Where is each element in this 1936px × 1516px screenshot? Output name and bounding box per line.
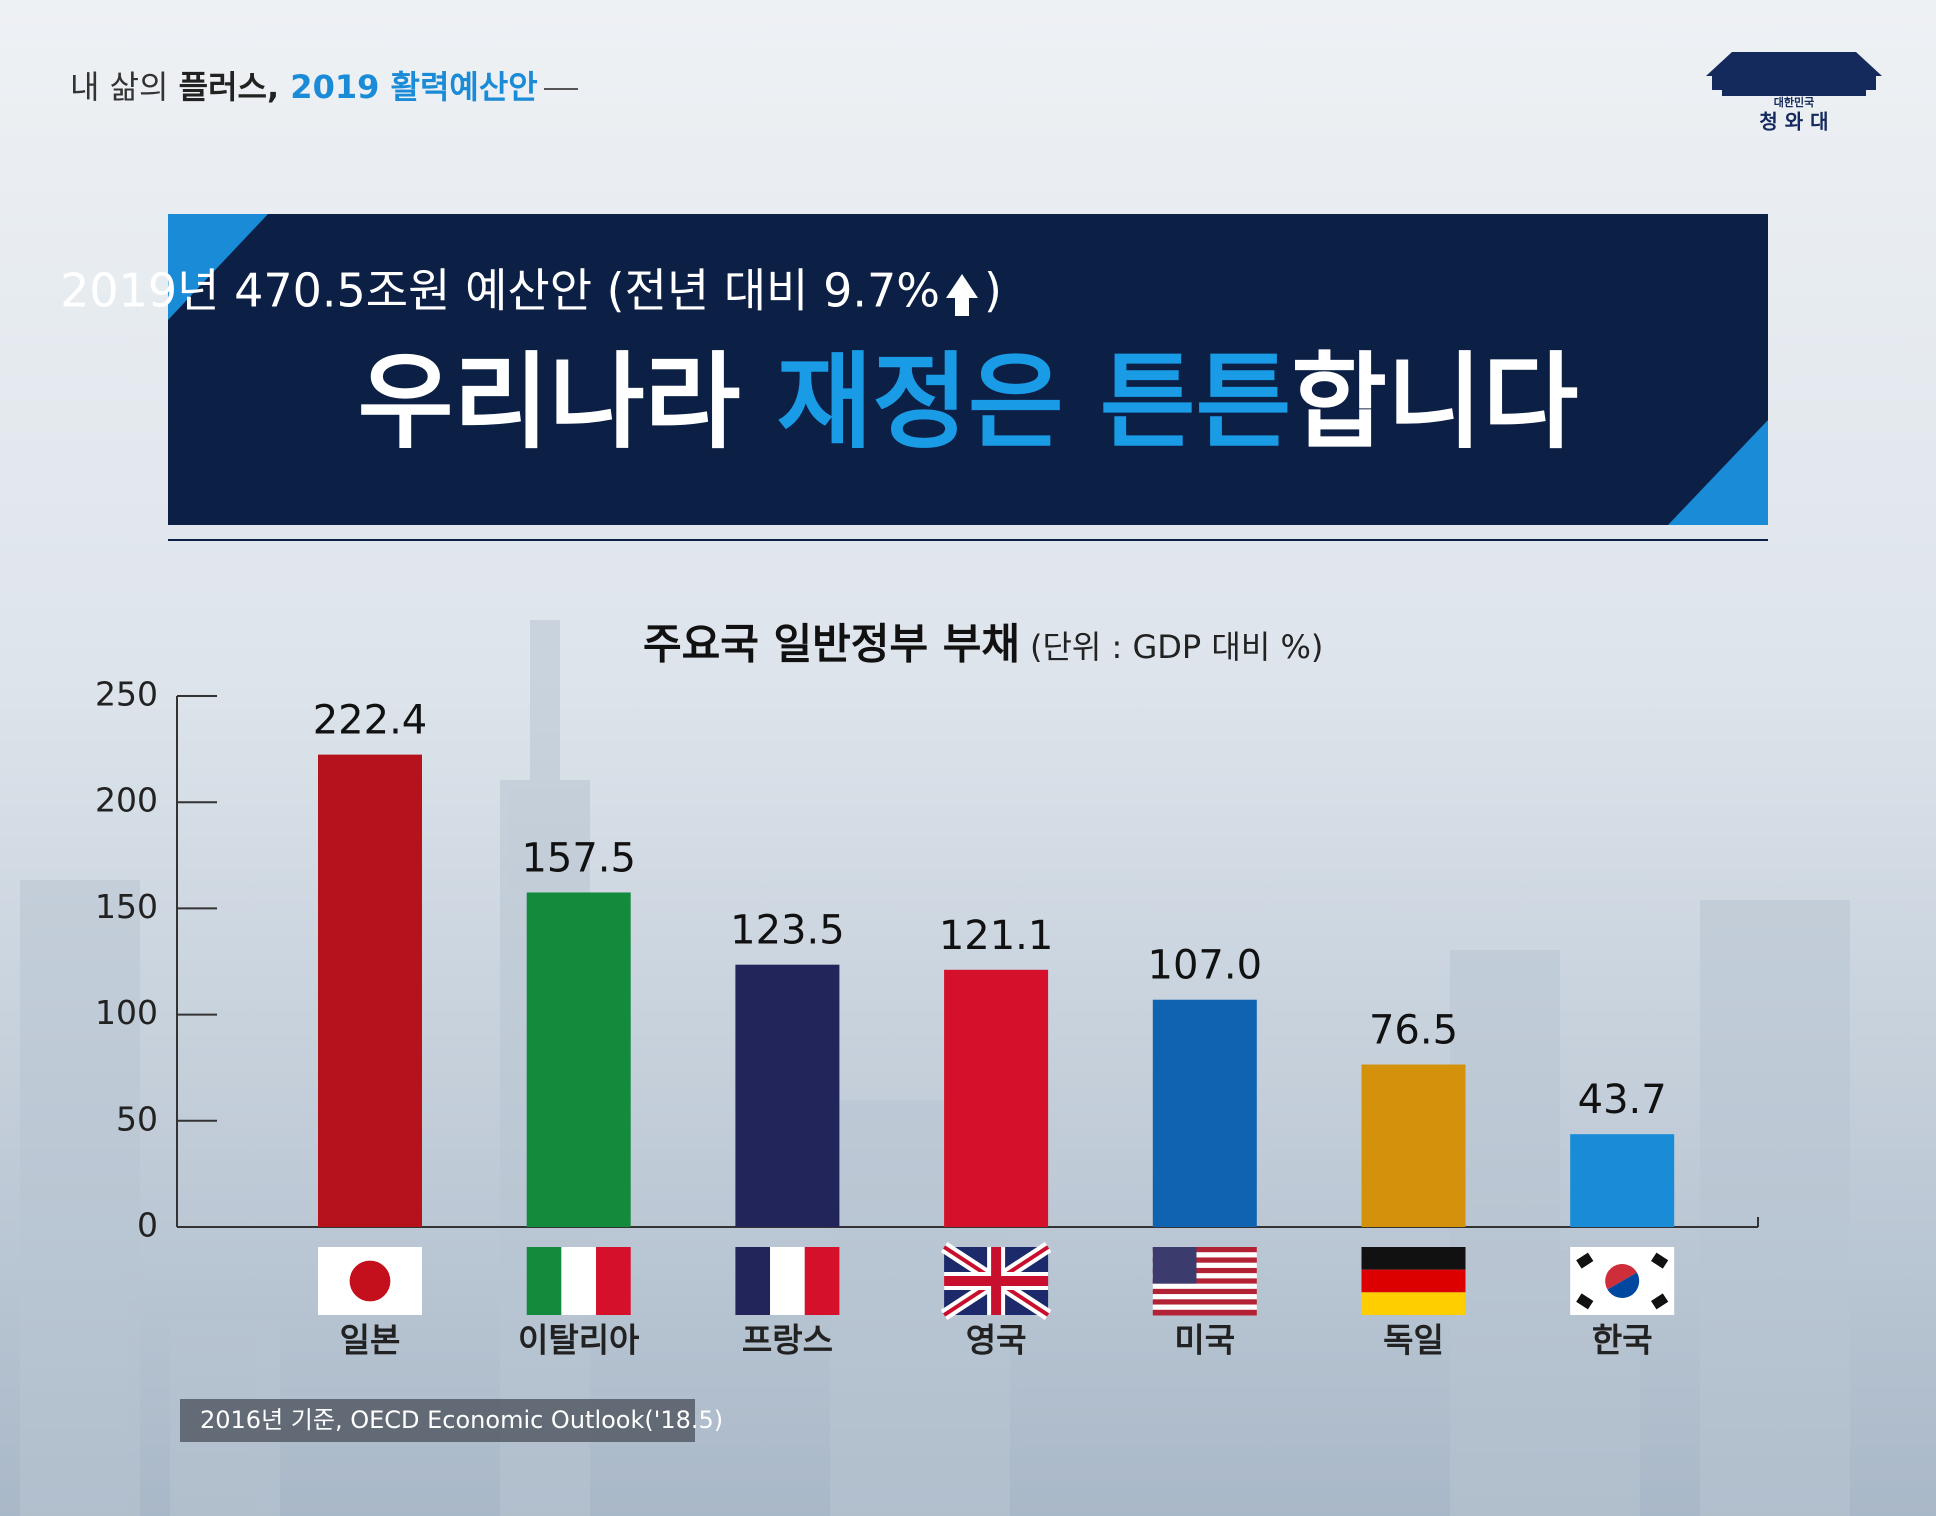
banner-subtitle: 2019년 470.5조원 예산안 (전년 대비 9.7%: [60, 264, 940, 318]
flag-part: [561, 1247, 597, 1315]
flag-part: [1361, 1269, 1466, 1293]
header-part: 플러스,: [179, 68, 279, 106]
logo: 대한민국 청 와 대: [1706, 52, 1882, 134]
flag-part: [1152, 1247, 1197, 1284]
header-part: 2019 활력예산안: [279, 68, 538, 106]
bar: [1361, 1064, 1466, 1227]
header-part: 내 삶의: [70, 68, 179, 106]
flag-part: [1651, 1252, 1669, 1269]
flag-part: [1152, 1278, 1257, 1285]
flag: [526, 1247, 631, 1315]
flag-part: [1152, 1304, 1257, 1311]
flag-part: [944, 1247, 1049, 1315]
x-tick-label: 영국: [966, 1321, 1027, 1360]
flag-part: [1152, 1252, 1257, 1258]
y-tick-label: 250: [95, 675, 158, 714]
flag-part: [804, 1247, 840, 1315]
flag-part: [1605, 1264, 1637, 1290]
flag-part: [1651, 1293, 1669, 1310]
source-box: [180, 1399, 695, 1442]
logo-big: 청 와 대: [1759, 110, 1828, 134]
y-tick-label: 0: [137, 1206, 158, 1245]
banner-corner: [168, 214, 268, 320]
bar: [944, 969, 1049, 1227]
x-tick-label: 일본: [340, 1321, 401, 1360]
value-label: 222.4: [313, 698, 428, 744]
flag-part: [1152, 1309, 1257, 1316]
chart-title: 주요국 일반정부 부채: [643, 620, 1020, 669]
flag-part: [1152, 1247, 1257, 1253]
x-tick-label: 프랑스: [742, 1321, 833, 1360]
flag-part: [1361, 1247, 1466, 1270]
value-label: 43.7: [1578, 1077, 1667, 1123]
flag: [940, 1241, 1052, 1321]
banner: [168, 214, 1768, 525]
title-part: 합니다: [1291, 341, 1578, 463]
y-tick-label: 150: [95, 887, 158, 926]
bar: [735, 964, 840, 1227]
banner-subtitle-end: ): [984, 264, 1002, 318]
x-tick-label: 이탈리아: [518, 1321, 640, 1360]
value-label: 121.1: [939, 913, 1054, 959]
flag-part: [1152, 1267, 1257, 1274]
flag-part: [1152, 1283, 1257, 1290]
bar: [526, 892, 631, 1227]
bar: [1570, 1134, 1675, 1227]
flag: [1361, 1247, 1466, 1315]
flag: [1570, 1247, 1675, 1315]
x-tick-label: 한국: [1592, 1321, 1653, 1360]
bar: [318, 754, 422, 1227]
flag-part: [1152, 1262, 1257, 1269]
flag-part: [349, 1260, 391, 1302]
flag: [1152, 1247, 1257, 1316]
title-part: 우리나라: [358, 341, 777, 463]
flag-part: [1576, 1293, 1594, 1310]
value-label: 123.5: [730, 908, 845, 954]
flag-part: [1152, 1299, 1257, 1306]
flag-part: [1607, 1272, 1640, 1298]
y-tick-label: 200: [95, 781, 158, 820]
flag-part: [1152, 1294, 1257, 1300]
x-tick-label: 미국: [1174, 1321, 1235, 1360]
flag: [735, 1247, 840, 1315]
flag: [318, 1247, 422, 1315]
y-tick-label: 50: [116, 1099, 158, 1138]
value-label: 157.5: [521, 835, 636, 881]
flag-part: [1576, 1252, 1594, 1269]
source: 2016년 기준, OECD Economic Outlook('18.5): [200, 1406, 723, 1434]
header-tagline: 내 삶의 플러스, 2019 활력예산안: [70, 68, 538, 106]
bar: [1152, 999, 1257, 1227]
flag-part: [526, 1247, 562, 1315]
flag-part: [1152, 1257, 1257, 1264]
flag-part: [735, 1247, 771, 1315]
title-part: 재정은 튼튼: [777, 341, 1292, 463]
flag-part: [1152, 1273, 1257, 1279]
up-arrow: [946, 274, 978, 316]
chart-unit: (단위 : GDP 대비 %): [1030, 628, 1323, 666]
flag-part: [1152, 1288, 1257, 1295]
y-tick-label: 100: [95, 993, 158, 1032]
banner-title: 우리나라 재정은 튼튼합니다: [358, 341, 1579, 463]
banner-corner: [1668, 420, 1768, 525]
flag-part: [596, 1247, 631, 1315]
logo-small: 대한민국: [1774, 95, 1814, 109]
value-label: 107.0: [1148, 943, 1263, 989]
x-tick-label: 독일: [1383, 1321, 1444, 1360]
flag-part: [770, 1247, 805, 1315]
value-label: 76.5: [1369, 1008, 1458, 1054]
flag-part: [1361, 1292, 1466, 1315]
